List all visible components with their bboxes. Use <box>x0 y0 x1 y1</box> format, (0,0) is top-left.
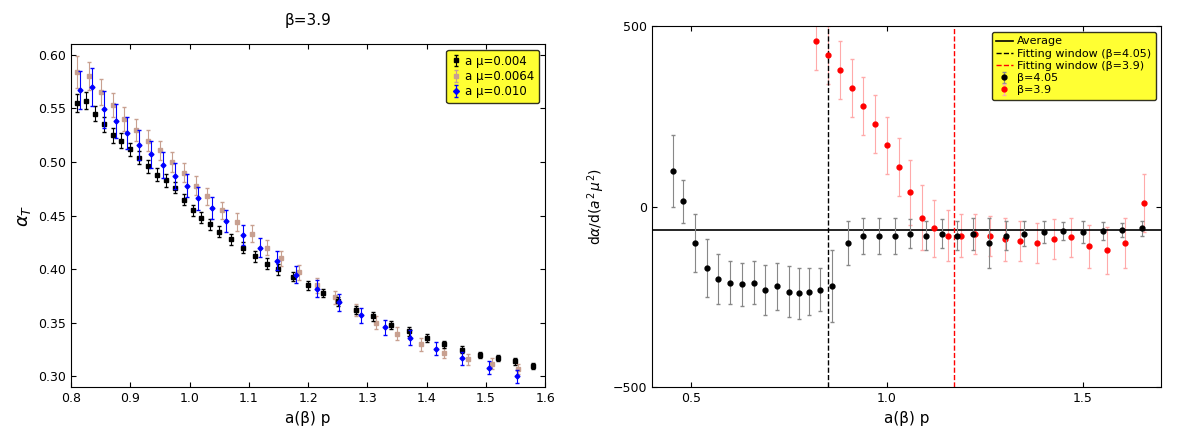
Fitting window (β=3.9) <box>947 204 961 209</box>
X-axis label: a(β) p: a(β) p <box>884 411 929 425</box>
Fitting window (β=3.9) <box>947 204 961 209</box>
Y-axis label: d$\alpha$/d($a^2\,\mu^2$): d$\alpha$/d($a^2\,\mu^2$) <box>585 168 607 246</box>
Average <box>879 227 893 233</box>
Average <box>488 227 502 233</box>
X-axis label: a(β) p: a(β) p <box>286 411 331 425</box>
Legend: a μ=0.004, a μ=0.0064, a μ=0.010: a μ=0.004, a μ=0.0064, a μ=0.010 <box>447 50 539 103</box>
Fitting window (β=4.05) <box>821 204 835 209</box>
Y-axis label: $\alpha_T$: $\alpha_T$ <box>14 205 33 227</box>
Legend: Average, Fitting window (β=4.05), Fitting window (β=3.9), β=4.05, β=3.9: Average, Fitting window (β=4.05), Fittin… <box>992 32 1155 100</box>
Text: β=3.9: β=3.9 <box>284 13 332 28</box>
Fitting window (β=4.05) <box>821 204 835 209</box>
